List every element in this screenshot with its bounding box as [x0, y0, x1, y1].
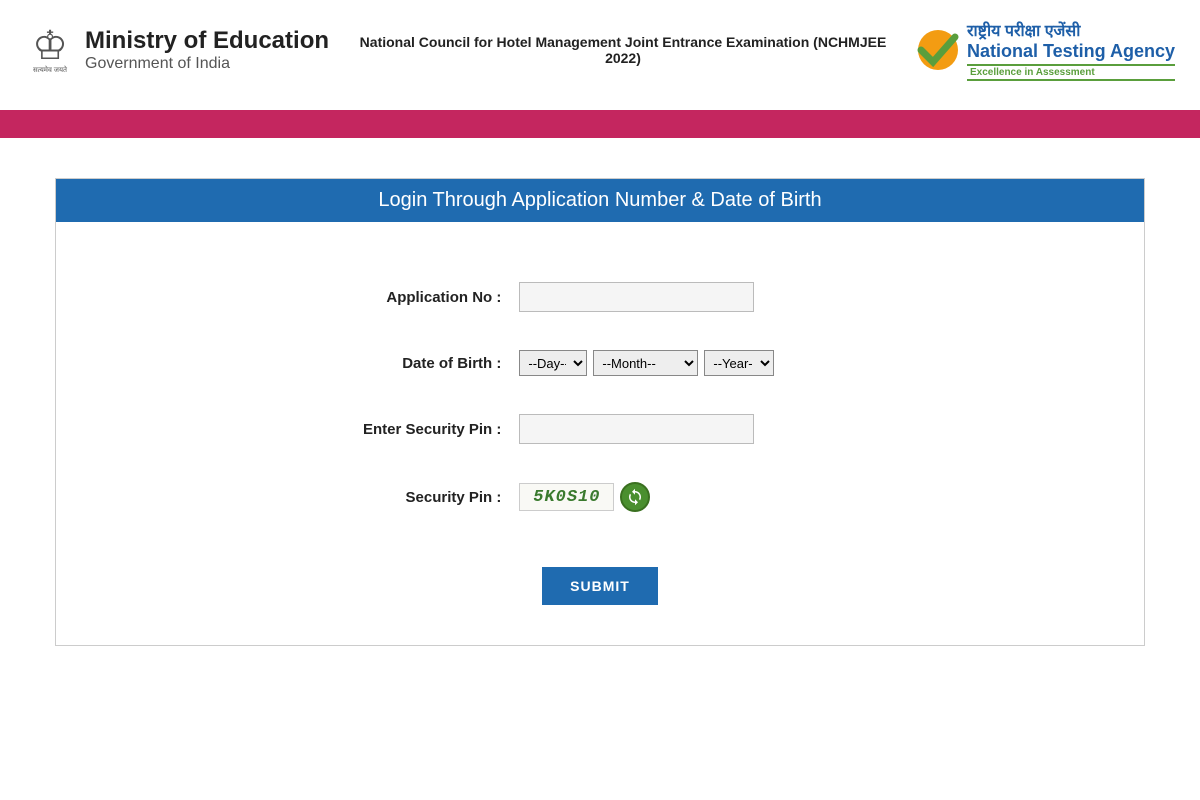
enter-pin-label: Enter Security Pin : — [96, 421, 519, 438]
security-pin-label: Security Pin : — [96, 489, 519, 506]
nta-english-label: National Testing Agency — [967, 41, 1175, 62]
ministry-subtitle: Government of India — [85, 55, 329, 73]
captcha-image: 5K0S10 — [519, 483, 614, 511]
security-pin-input[interactable] — [519, 414, 754, 444]
application-no-row: Application No : — [96, 282, 1104, 312]
nta-hindi-label: राष्ट्रीय परीक्षा एजेंसी — [967, 19, 1175, 41]
pink-divider-bar — [0, 110, 1200, 138]
enter-pin-control — [519, 414, 1104, 444]
submit-row: SUBMIT — [96, 567, 1104, 605]
application-no-label: Application No : — [96, 289, 519, 306]
nta-logo-block: राष्ट्रीय परीक्षा एजेंसी National Testin… — [917, 19, 1175, 81]
enter-pin-row: Enter Security Pin : — [96, 414, 1104, 444]
submit-button[interactable]: SUBMIT — [542, 567, 658, 605]
login-panel: Login Through Application Number & Date … — [55, 178, 1145, 646]
nta-tagline: Excellence in Assessment — [967, 64, 1175, 81]
page-header: ♔ सत्यमेव जयते Ministry of Education Gov… — [0, 0, 1200, 100]
refresh-icon — [626, 488, 644, 506]
application-no-input[interactable] — [519, 282, 754, 312]
login-form: Application No : Date of Birth : --Day--… — [56, 222, 1144, 645]
login-panel-title: Login Through Application Number & Date … — [56, 179, 1144, 222]
refresh-captcha-button[interactable] — [620, 482, 650, 512]
security-pin-row: Security Pin : 5K0S10 — [96, 482, 1104, 512]
ministry-title: Ministry of Education — [85, 27, 329, 55]
dob-row: Date of Birth : --Day-- --Month-- --Year… — [96, 350, 1104, 376]
nta-text-block: राष्ट्रीय परीक्षा एजेंसी National Testin… — [967, 19, 1175, 81]
exam-title: National Council for Hotel Management Jo… — [329, 34, 917, 66]
dob-day-select[interactable]: --Day-- — [519, 350, 587, 376]
ministry-text-block: Ministry of Education Government of Indi… — [85, 27, 329, 73]
dob-label: Date of Birth : — [96, 355, 519, 372]
dob-control: --Day-- --Month-- --Year-- — [519, 350, 1104, 376]
dob-year-select[interactable]: --Year-- — [704, 350, 774, 376]
ministry-logo-block: ♔ सत्यमेव जयते Ministry of Education Gov… — [25, 15, 329, 85]
dob-month-select[interactable]: --Month-- — [593, 350, 698, 376]
emblem-icon: ♔ — [32, 26, 68, 66]
nta-checkmark-icon — [917, 29, 959, 71]
emblem-caption: सत्यमेव जयते — [33, 66, 67, 75]
security-pin-control: 5K0S10 — [519, 482, 1104, 512]
india-emblem: ♔ सत्यमेव जयते — [25, 15, 75, 85]
main-container: Login Through Application Number & Date … — [0, 138, 1200, 646]
application-no-control — [519, 282, 1104, 312]
